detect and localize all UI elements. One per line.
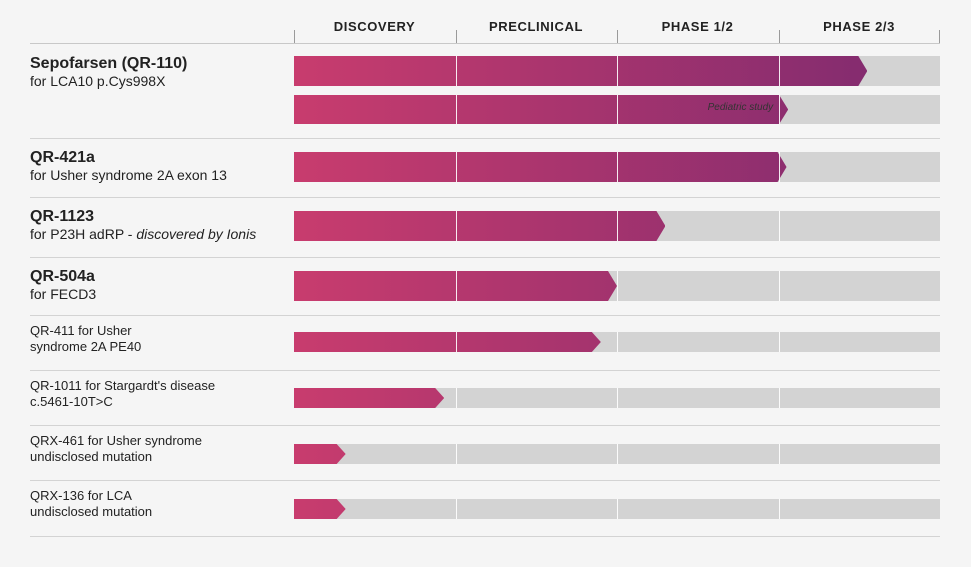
phase-header: PHASE 1/2 [661, 19, 734, 34]
phase-divider [778, 152, 780, 182]
pipeline-label: Sepofarsen (QR-110) for LCA10 p.Cys998X [30, 54, 285, 91]
phase-divider [778, 499, 780, 519]
progress-bar-track [294, 211, 940, 241]
candidate-indication: undisclosed mutation [30, 448, 153, 464]
progress-bar [294, 211, 665, 241]
progress-bar-track [294, 332, 940, 352]
phase-divider [455, 271, 457, 301]
pipeline-label: QRX-461 for Usher syndrome undisclosed mu… [30, 433, 285, 465]
progress-bar [294, 332, 601, 352]
pipeline-label: QR-411 for Usher syndrome 2A PE40 [30, 323, 285, 355]
candidate-indication: undisclosed mutation [30, 503, 153, 519]
row-divider [30, 425, 940, 426]
progress-bar-track [294, 152, 940, 182]
phase-divider [617, 211, 618, 241]
progress-bar [294, 499, 346, 519]
candidate-indication: for Usher syndrome 2A exon 13 [30, 167, 227, 184]
candidate-indication: c.5461-10T>C [30, 393, 113, 409]
row-divider [30, 536, 940, 537]
candidate-name: QR-411 for Usher [30, 323, 132, 338]
candidate-name: QR-1011 for Stargardt's disease [30, 378, 216, 393]
candidate-name: QRX-461 for Usher syndrome [30, 433, 202, 448]
candidate-indication: for P23H adRP - discovered by Ionis [30, 226, 257, 243]
phase-divider [778, 388, 780, 408]
phase-divider [455, 95, 457, 124]
progress-bar-track [294, 499, 940, 519]
phase-header: DISCOVERY [333, 19, 416, 34]
phase-divider [455, 152, 457, 182]
candidate-indication: syndrome 2A PE40 [30, 338, 142, 354]
phase-divider [617, 95, 618, 124]
phase-divider [617, 332, 618, 352]
progress-bar-track [294, 444, 940, 464]
pediatric-study-label: Pediatric study [707, 102, 774, 113]
pipeline-label: QR-504a for FECD3 [30, 267, 285, 304]
phase-divider [778, 271, 780, 301]
phase-divider [778, 211, 780, 241]
row-divider [30, 480, 940, 481]
progress-bar [294, 152, 787, 182]
phase-divider [617, 444, 618, 464]
phase-divider [617, 271, 618, 301]
phase-header: PRECLINICAL [489, 19, 583, 34]
phase-tick [294, 30, 295, 44]
progress-bar [294, 388, 444, 408]
candidate-name: QR-504a [30, 268, 95, 285]
pipeline-label: QRX-136 for LCA undisclosed mutation [30, 488, 285, 520]
progress-bar [294, 444, 346, 464]
row-divider [30, 138, 940, 139]
phase-divider [778, 95, 780, 124]
header-divider [30, 43, 940, 44]
phase-divider [455, 211, 457, 241]
row-divider [30, 315, 940, 316]
candidate-indication: for LCA10 p.Cys998X [30, 73, 166, 90]
pipeline-label: QR-1123 for P23H adRP - discovered by Ion… [30, 207, 285, 244]
phase-divider [617, 56, 618, 86]
progress-bar [294, 56, 867, 86]
phase-tick [455, 30, 457, 44]
phase-tick [939, 30, 940, 44]
phase-header: PHASE 2/3 [823, 19, 895, 34]
phase-tick [617, 30, 618, 44]
row-divider [30, 370, 940, 371]
phase-tick [778, 30, 780, 44]
phase-divider [778, 56, 780, 86]
progress-bar-track [294, 56, 940, 86]
candidate-name: Sepofarsen (QR-110) [30, 55, 188, 72]
phase-divider [617, 152, 618, 182]
phase-divider [778, 444, 780, 464]
phase-divider [455, 499, 457, 519]
candidate-indication: for FECD3 [30, 286, 97, 303]
phase-divider [455, 444, 457, 464]
row-divider [30, 257, 940, 258]
phase-divider [778, 332, 780, 352]
pediatric-bar-track [294, 95, 940, 124]
pediatric-bar [294, 95, 788, 124]
progress-bar-track [294, 271, 940, 301]
candidate-note: discovered by Ionis [136, 226, 257, 243]
candidate-name: QR-1123 [30, 208, 95, 225]
phase-divider [455, 332, 457, 352]
pipeline-label: QR-1011 for Stargardt's disease c.5461-10… [30, 378, 285, 410]
pipeline-label: QR-421a for Usher syndrome 2A exon 13 [30, 148, 285, 185]
phase-divider [455, 56, 457, 86]
candidate-name: QRX-136 for LCA [30, 488, 132, 503]
row-divider [30, 197, 940, 198]
phase-divider [455, 388, 457, 408]
progress-bar-track [294, 388, 940, 408]
phase-divider [617, 499, 618, 519]
candidate-name: QR-421a [30, 149, 95, 166]
phase-divider [617, 388, 618, 408]
